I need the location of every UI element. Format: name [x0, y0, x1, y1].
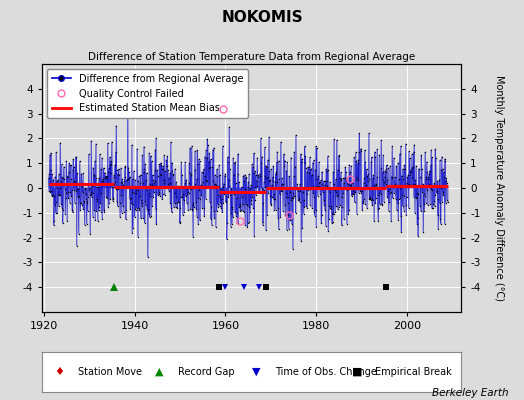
Text: Station Move: Station Move [78, 367, 141, 377]
Text: Empirical Break: Empirical Break [375, 367, 452, 377]
Legend: Difference from Regional Average, Quality Control Failed, Estimated Station Mean: Difference from Regional Average, Qualit… [47, 69, 248, 118]
Text: ▲: ▲ [155, 367, 163, 377]
Text: Time of Obs. Change: Time of Obs. Change [275, 367, 376, 377]
Title: Difference of Station Temperature Data from Regional Average: Difference of Station Temperature Data f… [88, 52, 415, 62]
Y-axis label: Monthly Temperature Anomaly Difference (°C): Monthly Temperature Anomaly Difference (… [495, 75, 505, 301]
Text: ▼: ▼ [252, 367, 260, 377]
Text: ■: ■ [352, 367, 363, 377]
Text: Berkeley Earth: Berkeley Earth [432, 388, 508, 398]
Text: NOKOMIS: NOKOMIS [221, 10, 303, 25]
Text: ♦: ♦ [54, 367, 64, 377]
Text: Record Gap: Record Gap [178, 367, 235, 377]
